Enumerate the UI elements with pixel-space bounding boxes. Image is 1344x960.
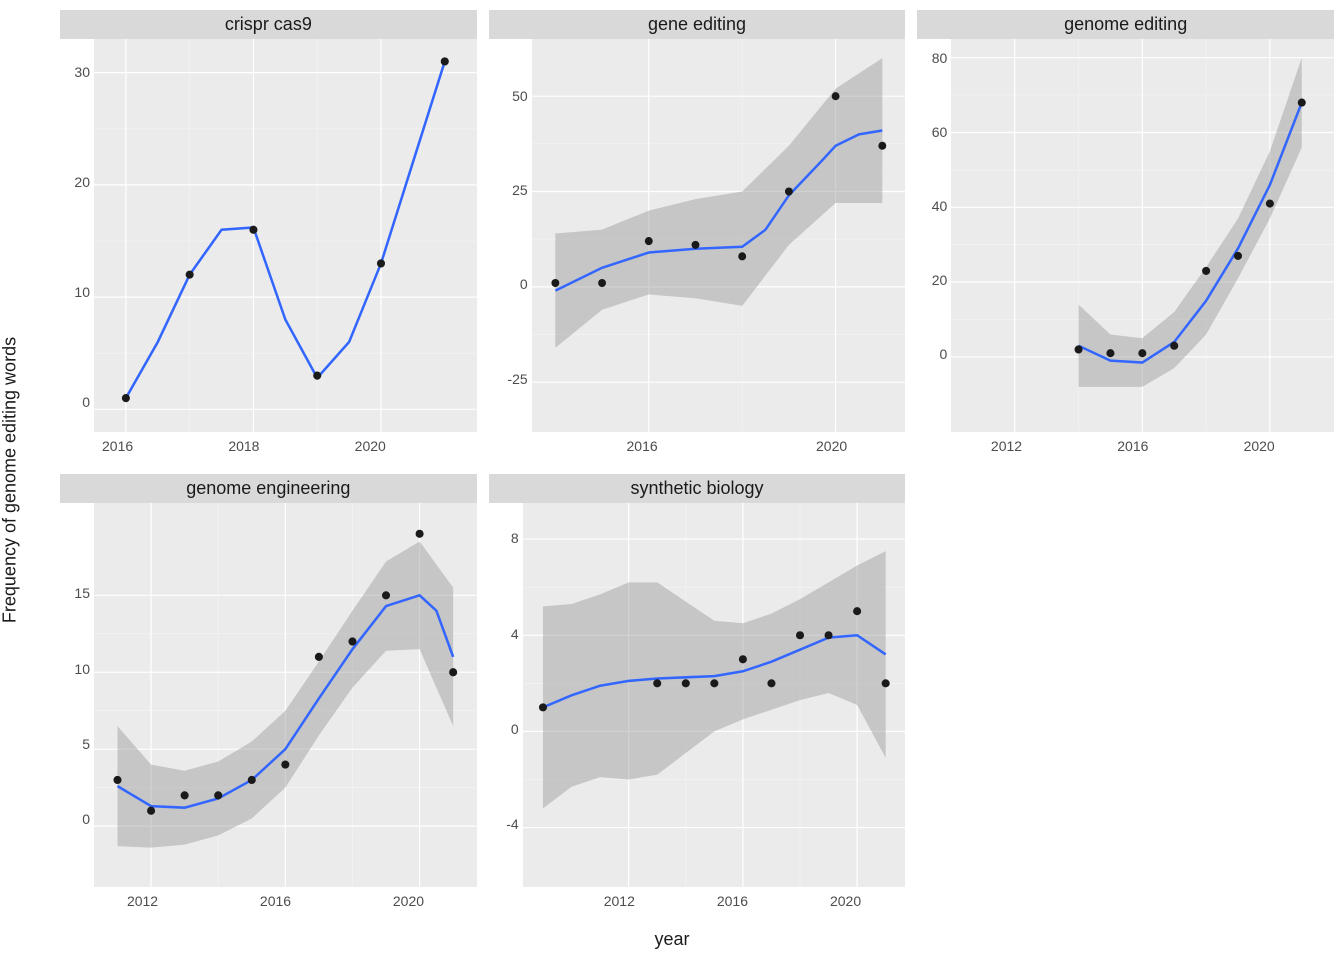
x-axis: 201220162020	[489, 887, 906, 917]
panel-title: synthetic biology	[489, 474, 906, 503]
panel-title: genome engineering	[60, 474, 477, 503]
x-axis: 201620182020	[60, 432, 477, 462]
y-axis-label: Frequency of genome editing words	[0, 337, 21, 623]
y-axis: -4048	[489, 503, 523, 888]
x-axis: 201220162020	[60, 887, 477, 917]
x-axis-label: year	[654, 929, 689, 950]
panel-title: crispr cas9	[60, 10, 477, 39]
plot-area	[94, 503, 477, 888]
panel: gene editing-250255020162020	[489, 10, 906, 462]
x-axis: 201220162020	[917, 432, 1334, 462]
facet-grid: crispr cas90102030201620182020gene editi…	[60, 10, 1334, 910]
panel: crispr cas90102030201620182020	[60, 10, 477, 462]
x-axis: 20162020	[489, 432, 906, 462]
y-axis: 0102030	[60, 39, 94, 432]
plot-area	[523, 503, 906, 888]
plot-area	[951, 39, 1334, 432]
panel: synthetic biology-4048201220162020	[489, 474, 906, 918]
y-axis: 020406080	[917, 39, 951, 432]
panel: genome engineering051015201220162020	[60, 474, 477, 918]
y-axis: -2502550	[489, 39, 532, 432]
plot-area	[94, 39, 477, 432]
plot-area	[532, 39, 906, 432]
panel-title: gene editing	[489, 10, 906, 39]
panel-title: genome editing	[917, 10, 1334, 39]
panel: genome editing020406080201220162020	[917, 10, 1334, 462]
y-axis: 051015	[60, 503, 94, 888]
